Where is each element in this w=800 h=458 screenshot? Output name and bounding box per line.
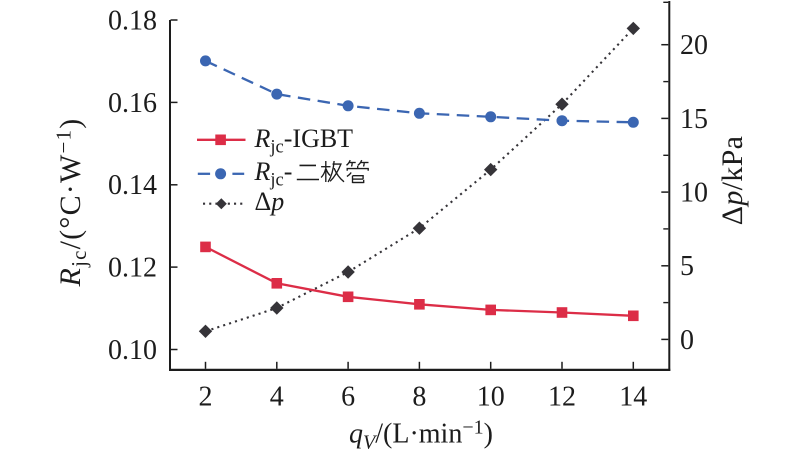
svg-text:8: 8 (412, 381, 426, 412)
svg-text:Δp: Δp (255, 187, 285, 216)
svg-text:0.14: 0.14 (108, 170, 157, 201)
svg-text:12: 12 (548, 381, 576, 412)
svg-text:2: 2 (199, 381, 213, 412)
svg-text:Rjc/(°C·W−1): Rjc/(°C·W−1) (52, 118, 92, 288)
svg-text:0: 0 (680, 325, 694, 356)
svg-text:0.10: 0.10 (108, 335, 157, 366)
svg-text:4: 4 (270, 381, 284, 412)
svg-text:0.16: 0.16 (108, 88, 157, 119)
svg-text:0.18: 0.18 (108, 5, 157, 36)
svg-text:0.12: 0.12 (108, 253, 157, 284)
svg-text:5: 5 (680, 251, 694, 282)
svg-text:10: 10 (477, 381, 505, 412)
svg-text:Rjc-: Rjc- (254, 157, 293, 191)
svg-text:qV/(L·min−1): qV/(L·min−1) (349, 417, 493, 454)
svg-text:20: 20 (680, 30, 708, 61)
svg-text:10: 10 (680, 178, 708, 209)
svg-text:14: 14 (619, 381, 647, 412)
svg-text:Δp/kPa: Δp/kPa (716, 136, 749, 225)
svg-text:Rjc-IGBT: Rjc-IGBT (254, 124, 354, 158)
svg-text:6: 6 (341, 381, 355, 412)
svg-text:15: 15 (680, 104, 708, 135)
